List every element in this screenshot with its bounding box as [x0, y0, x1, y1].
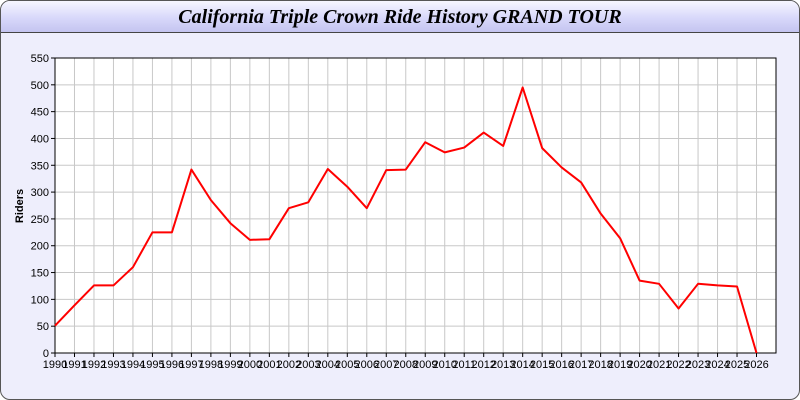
x-tick-label: 1995 — [140, 359, 164, 371]
x-tick-label: 2013 — [491, 359, 515, 371]
y-tick-label: 300 — [31, 187, 49, 199]
x-tick-label: 2017 — [569, 359, 593, 371]
x-tick-label: 1999 — [218, 359, 242, 371]
x-tick-label: 2026 — [744, 359, 768, 371]
y-tick-label: 200 — [31, 241, 49, 253]
x-tick-label: 2021 — [647, 359, 671, 371]
plot-area — [55, 58, 776, 353]
x-tick-label: 2020 — [627, 359, 651, 371]
axes: 0501001502002503003504004505005501990199… — [31, 53, 777, 371]
y-tick-label: 150 — [31, 268, 49, 280]
y-tick-label: 400 — [31, 133, 49, 145]
y-tick-label: 50 — [37, 321, 49, 333]
x-tick-label: 2012 — [471, 359, 495, 371]
x-tick-label: 2003 — [296, 359, 320, 371]
x-tick-label: 1996 — [160, 359, 184, 371]
x-tick-label: 2011 — [452, 359, 476, 371]
title-bar: California Triple Crown Ride History GRA… — [1, 1, 799, 33]
chart-title: California Triple Crown Ride History GRA… — [178, 6, 622, 28]
x-tick-label: 2008 — [394, 359, 418, 371]
x-tick-label: 1994 — [121, 359, 145, 371]
y-tick-label: 250 — [31, 214, 49, 226]
x-tick-label: 2025 — [725, 359, 749, 371]
x-tick-label: 2000 — [238, 359, 262, 371]
x-tick-label: 2010 — [432, 359, 456, 371]
x-tick-label: 2015 — [530, 359, 554, 371]
y-tick-label: 350 — [31, 160, 49, 172]
y-axis-label: Riders — [14, 189, 26, 223]
x-tick-label: 1992 — [82, 359, 106, 371]
y-tick-label: 550 — [31, 53, 49, 65]
x-tick-label: 2016 — [549, 359, 573, 371]
x-tick-label: 2022 — [666, 359, 690, 371]
x-tick-label: 2001 — [257, 359, 281, 371]
x-tick-label: 2002 — [277, 359, 301, 371]
x-tick-label: 2004 — [316, 359, 340, 371]
x-tick-label: 2024 — [705, 359, 729, 371]
x-tick-label: 1998 — [199, 359, 223, 371]
x-tick-label: 2009 — [413, 359, 437, 371]
x-tick-label: 1993 — [101, 359, 125, 371]
x-tick-label: 2023 — [686, 359, 710, 371]
y-tick-label: 500 — [31, 80, 49, 92]
x-tick-label: 1991 — [62, 359, 86, 371]
x-tick-label: 2006 — [355, 359, 379, 371]
x-tick-label: 1997 — [179, 359, 203, 371]
x-tick-label: 2014 — [510, 359, 534, 371]
x-tick-label: 2007 — [374, 359, 398, 371]
y-tick-label: 0 — [43, 348, 49, 360]
plot-border — [54, 57, 777, 354]
x-tick-label: 2018 — [588, 359, 612, 371]
x-tick-label: 2019 — [608, 359, 632, 371]
y-tick-label: 450 — [31, 107, 49, 119]
x-tick-label: 1990 — [43, 359, 67, 371]
y-tick-label: 100 — [31, 294, 49, 306]
x-tick-label: 2005 — [335, 359, 359, 371]
